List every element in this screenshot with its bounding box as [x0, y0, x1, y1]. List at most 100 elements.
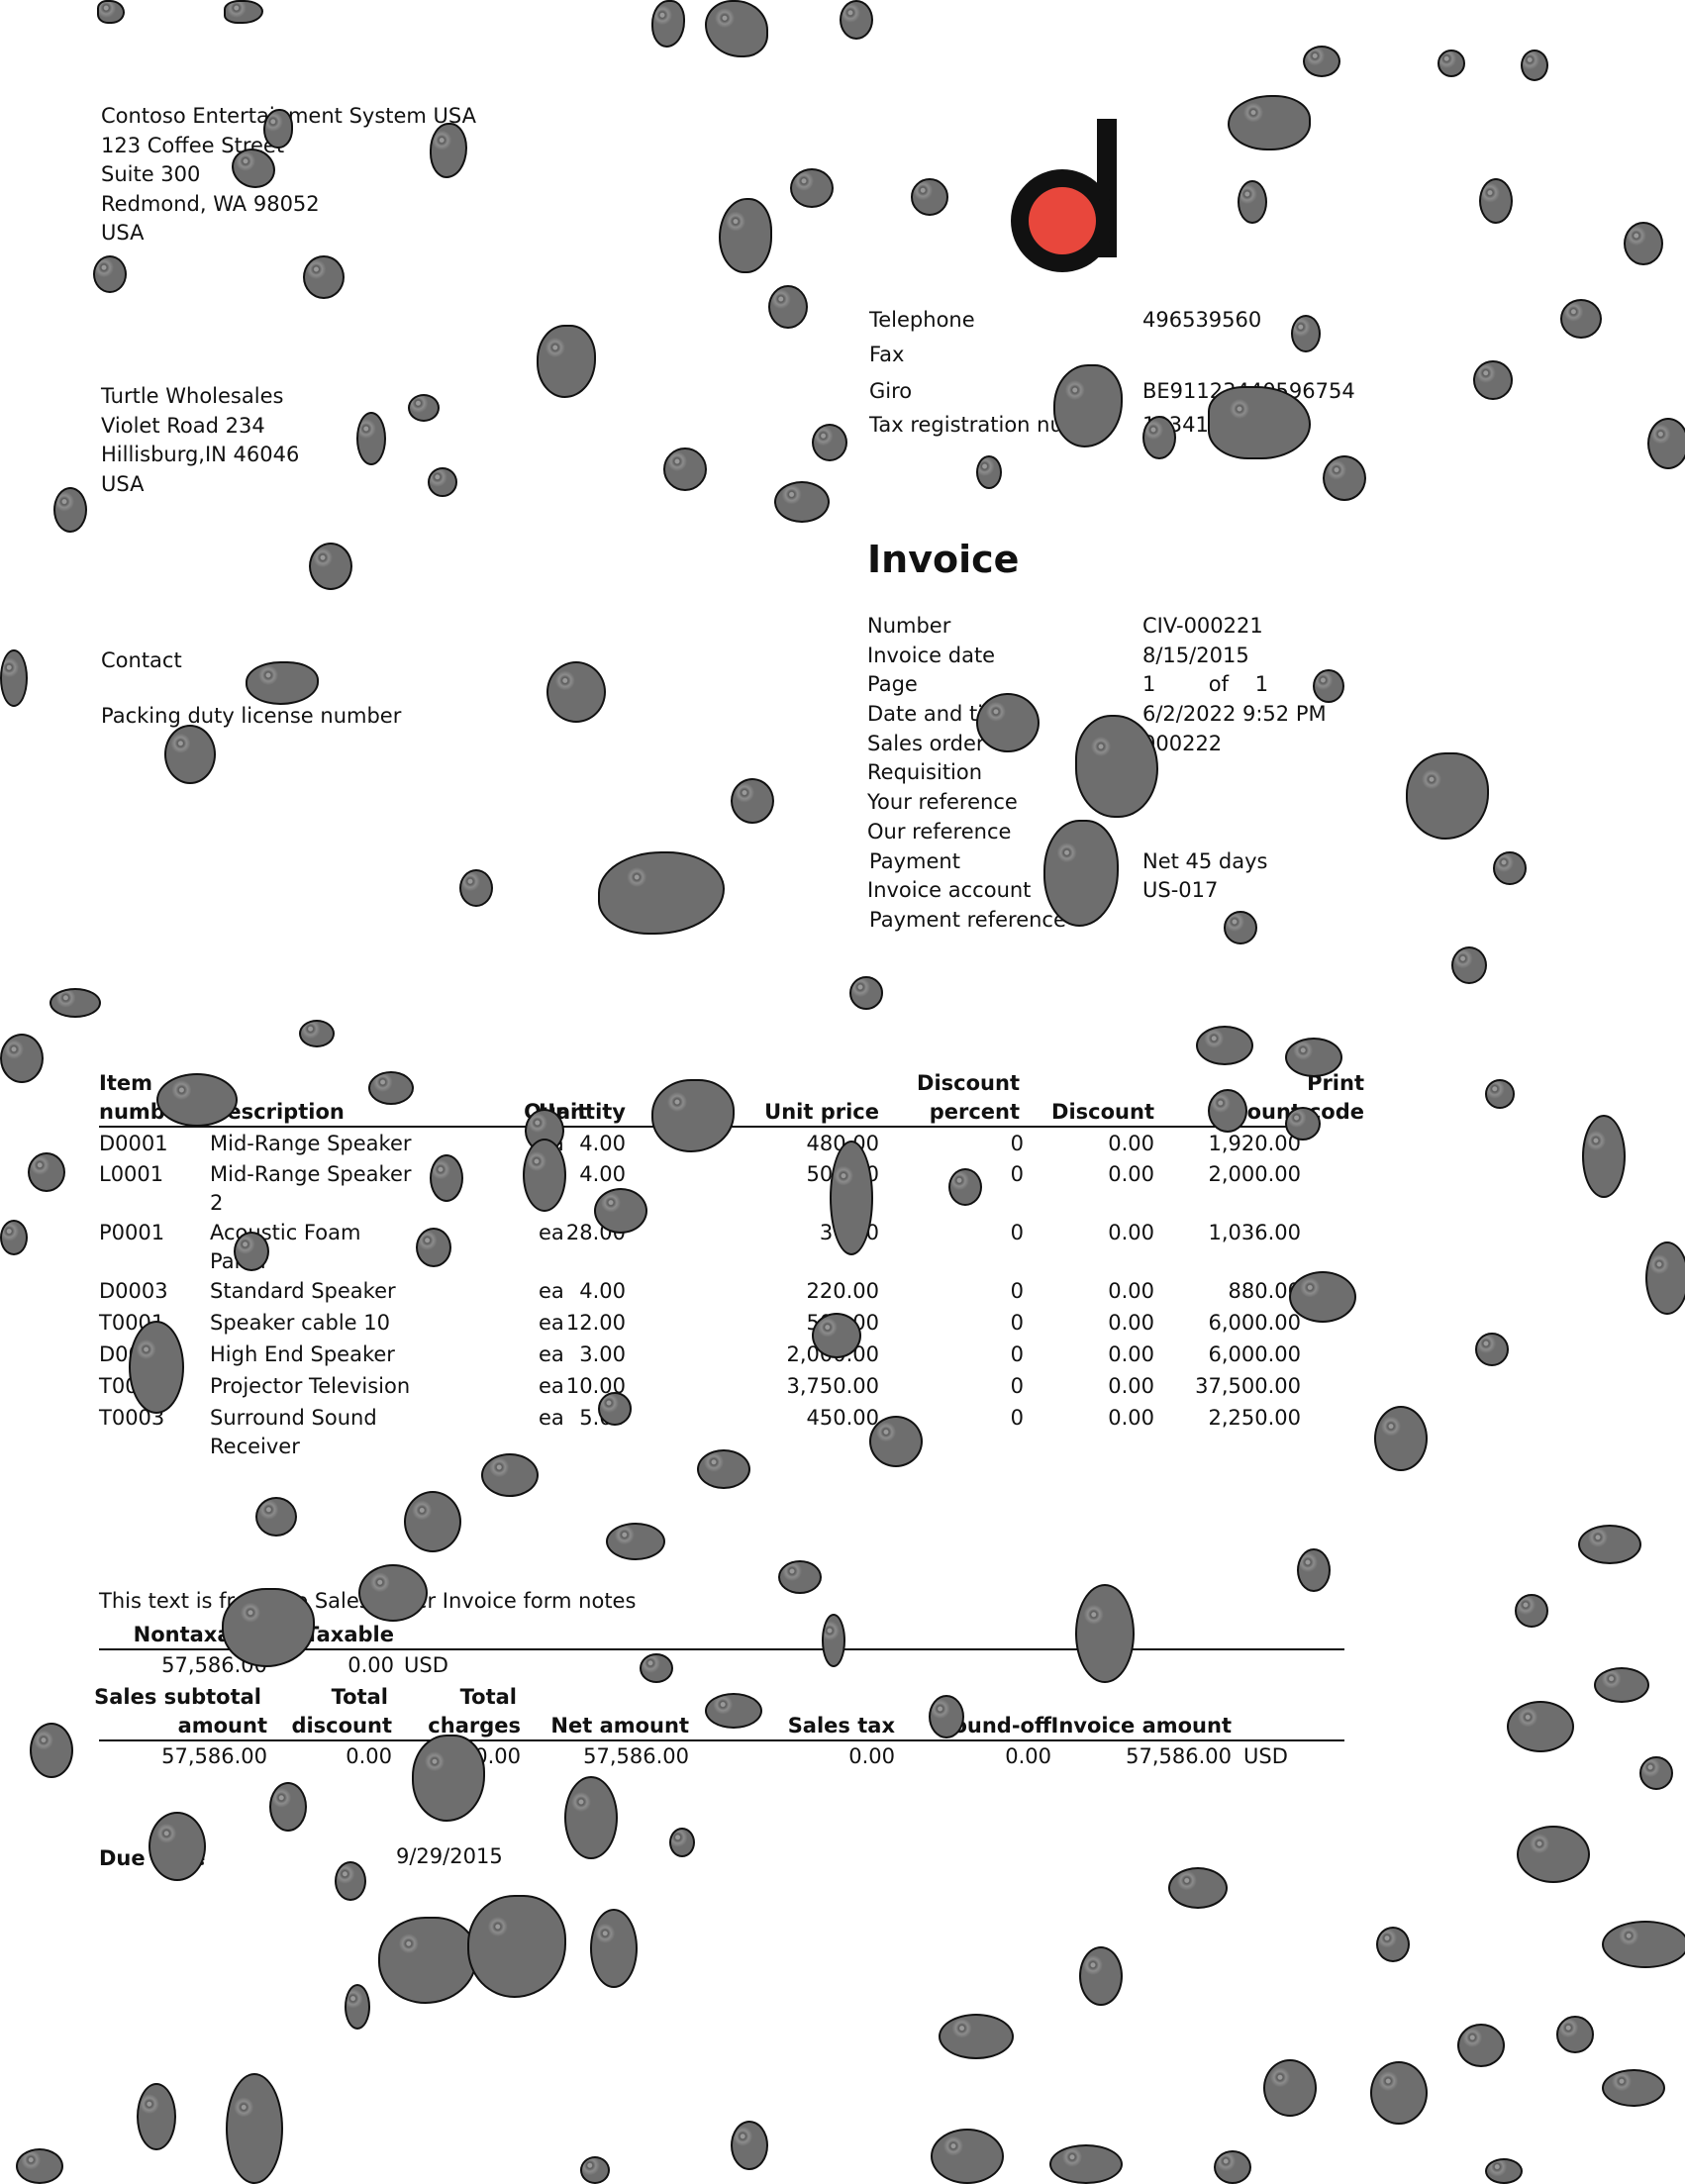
- payment-label: Payment: [869, 849, 960, 873]
- noise-speck: [1238, 180, 1267, 224]
- round-off-value: 0.00: [1005, 1744, 1051, 1768]
- row-amount: 2,000.00: [1208, 1162, 1301, 1186]
- noise-speck: [263, 109, 293, 149]
- customer-country: USA: [101, 471, 145, 496]
- company-city: Redmond, WA 98052: [101, 191, 320, 216]
- noise-speck: [731, 2121, 768, 2170]
- row-discount: 0.00: [1108, 1279, 1154, 1303]
- noise-speck: [1437, 50, 1465, 77]
- noise-speck: [790, 168, 834, 208]
- noise-speck: [149, 1812, 206, 1881]
- row-discount-percent: 0: [1010, 1132, 1024, 1155]
- noise-speck: [1582, 1115, 1626, 1198]
- invoice-number-label: Number: [867, 614, 951, 638]
- noise-speck: [523, 1139, 566, 1212]
- noise-speck: [428, 467, 457, 497]
- company-country: USA: [101, 221, 145, 245]
- noise-speck: [580, 2156, 610, 2184]
- row-description: Mid-Range Speaker: [210, 1162, 412, 1186]
- row-discount: 0.00: [1108, 1311, 1154, 1335]
- row-discount-percent: 0: [1010, 1311, 1024, 1335]
- packing-duty-license-label: Packing duty license number: [101, 704, 402, 728]
- noise-speck: [1639, 1756, 1673, 1790]
- noise-speck: [309, 543, 352, 590]
- date-time-value: 6/2/2022 9:52 PM: [1142, 702, 1327, 726]
- contact-label: Contact: [101, 648, 182, 672]
- row-unit: ea: [539, 1221, 564, 1244]
- noise-speck: [1263, 2059, 1317, 2117]
- noise-speck: [1602, 1921, 1685, 1968]
- tax-summary-rule: [99, 1648, 1344, 1650]
- row-quantity: 12.00: [565, 1311, 626, 1335]
- taxable-label: Taxable: [305, 1623, 394, 1646]
- noise-speck: [1214, 2150, 1251, 2184]
- noise-speck: [1485, 1079, 1515, 1109]
- total-charges-label-1: Total: [459, 1685, 517, 1709]
- row-unit-price: 220.00: [806, 1279, 879, 1303]
- noise-speck: [97, 0, 125, 24]
- noise-speck: [719, 198, 772, 273]
- col-unit-price: Unit price: [764, 1100, 879, 1124]
- noise-speck: [774, 481, 830, 523]
- noise-speck: [1493, 851, 1527, 885]
- noise-speck: [705, 0, 768, 57]
- noise-speck: [976, 455, 1002, 489]
- noise-speck: [16, 2148, 63, 2184]
- noise-speck: [1303, 46, 1340, 77]
- noise-speck: [1196, 1026, 1253, 1065]
- noise-speck: [1291, 315, 1321, 352]
- noise-speck: [1370, 2061, 1428, 2125]
- noise-speck: [1457, 2024, 1505, 2067]
- payment-value: Net 45 days: [1142, 849, 1268, 873]
- customer-city: Hillisburg,IN 46046: [101, 443, 300, 466]
- noise-speck: [1043, 820, 1119, 927]
- noise-speck: [234, 1232, 269, 1271]
- row-amount: 37,500.00: [1195, 1374, 1301, 1398]
- noise-speck: [1647, 418, 1685, 469]
- noise-speck: [1451, 946, 1487, 984]
- noise-speck: [812, 424, 847, 461]
- row-unit: ea: [539, 1406, 564, 1430]
- noise-speck: [1313, 669, 1344, 703]
- row-discount: 0.00: [1108, 1342, 1154, 1366]
- noise-speck: [1645, 1241, 1685, 1315]
- noise-speck: [1053, 364, 1123, 447]
- noise-speck: [564, 1776, 618, 1859]
- row-discount-percent: 0: [1010, 1162, 1024, 1186]
- noise-speck: [594, 1188, 647, 1234]
- noise-speck: [335, 1861, 366, 1901]
- noise-speck: [1289, 1271, 1356, 1323]
- logo-d-icon: [1011, 119, 1117, 272]
- noise-speck: [812, 1313, 861, 1358]
- noise-speck: [651, 1079, 735, 1152]
- noise-speck: [705, 1693, 762, 1729]
- noise-speck: [226, 2073, 283, 2184]
- total-discount-label-1: Total: [331, 1685, 388, 1709]
- noise-speck: [430, 1154, 463, 1202]
- noise-speck: [481, 1453, 539, 1497]
- invoice-account-label: Invoice account: [867, 878, 1032, 902]
- taxable-value: 0.00: [347, 1653, 394, 1677]
- noise-speck: [1556, 2016, 1594, 2053]
- noise-speck: [1521, 50, 1548, 81]
- customer-name: Turtle Wholesales: [101, 384, 284, 408]
- noise-speck: [1578, 1525, 1641, 1564]
- noise-speck: [976, 693, 1040, 752]
- invoice-amount-value: 57,586.00: [1126, 1744, 1232, 1768]
- invoice-amount-currency: USD: [1243, 1744, 1288, 1768]
- noise-speck: [948, 1168, 982, 1206]
- noise-speck: [663, 447, 707, 491]
- noise-speck: [640, 1653, 673, 1683]
- noise-speck: [1208, 386, 1311, 459]
- noise-speck: [303, 255, 345, 299]
- noise-speck: [822, 1614, 845, 1667]
- noise-speck: [1285, 1038, 1342, 1077]
- row-quantity: 4.00: [579, 1162, 626, 1186]
- row-amount: 2,250.00: [1208, 1406, 1301, 1430]
- row-description-line2: 2: [210, 1191, 224, 1215]
- payment-reference-label: Payment reference: [869, 908, 1066, 932]
- row-description: Acoustic Foam: [210, 1221, 361, 1244]
- noise-speck: [606, 1523, 665, 1560]
- giro-label: Giro: [869, 379, 913, 403]
- noise-speck: [537, 325, 596, 398]
